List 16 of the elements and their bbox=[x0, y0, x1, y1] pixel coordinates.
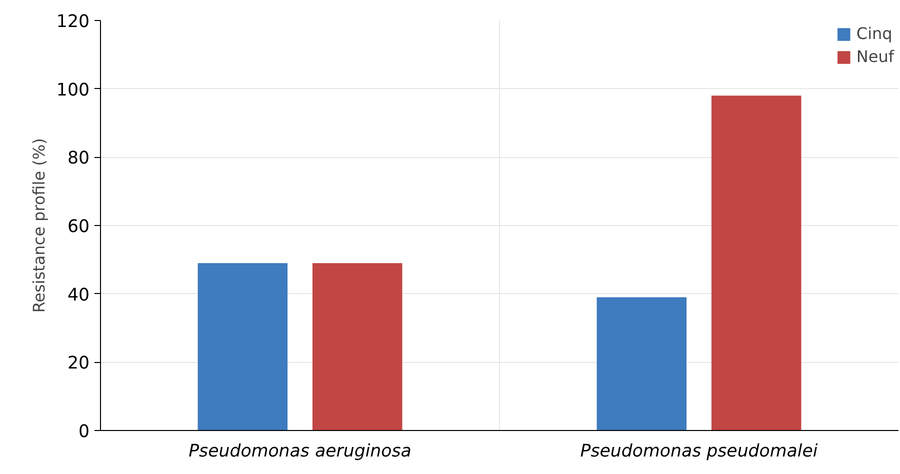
y-tick-label: 100 bbox=[56, 80, 90, 100]
y-tick-label: 60 bbox=[67, 217, 90, 237]
y-tick-label: 80 bbox=[67, 148, 90, 169]
y-tick-label: 120 bbox=[56, 12, 90, 32]
x-tick-label: Pseudomonas aeruginosa bbox=[188, 442, 412, 462]
x-tick-label: Pseudomonas pseudomalei bbox=[580, 442, 818, 462]
bar bbox=[596, 297, 687, 430]
legend-label: Cinq bbox=[856, 24, 892, 43]
y-axis-title: Resistance profile (%) bbox=[29, 138, 48, 313]
bar bbox=[198, 263, 288, 430]
y-tick-label: 40 bbox=[67, 285, 90, 306]
bar bbox=[312, 263, 402, 430]
y-tick-label: 0 bbox=[78, 422, 90, 442]
bar bbox=[711, 96, 802, 430]
legend-label: Neuf bbox=[856, 47, 894, 66]
y-tick-label: 20 bbox=[67, 354, 90, 374]
